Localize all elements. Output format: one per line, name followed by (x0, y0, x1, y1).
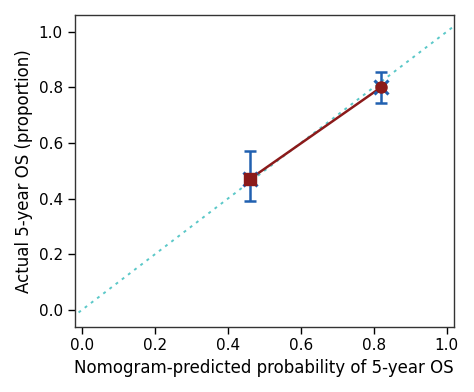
X-axis label: Nomogram-predicted probability of 5-year OS: Nomogram-predicted probability of 5-year… (74, 359, 454, 377)
Y-axis label: Actual 5-year OS (proportion): Actual 5-year OS (proportion) (15, 49, 33, 293)
